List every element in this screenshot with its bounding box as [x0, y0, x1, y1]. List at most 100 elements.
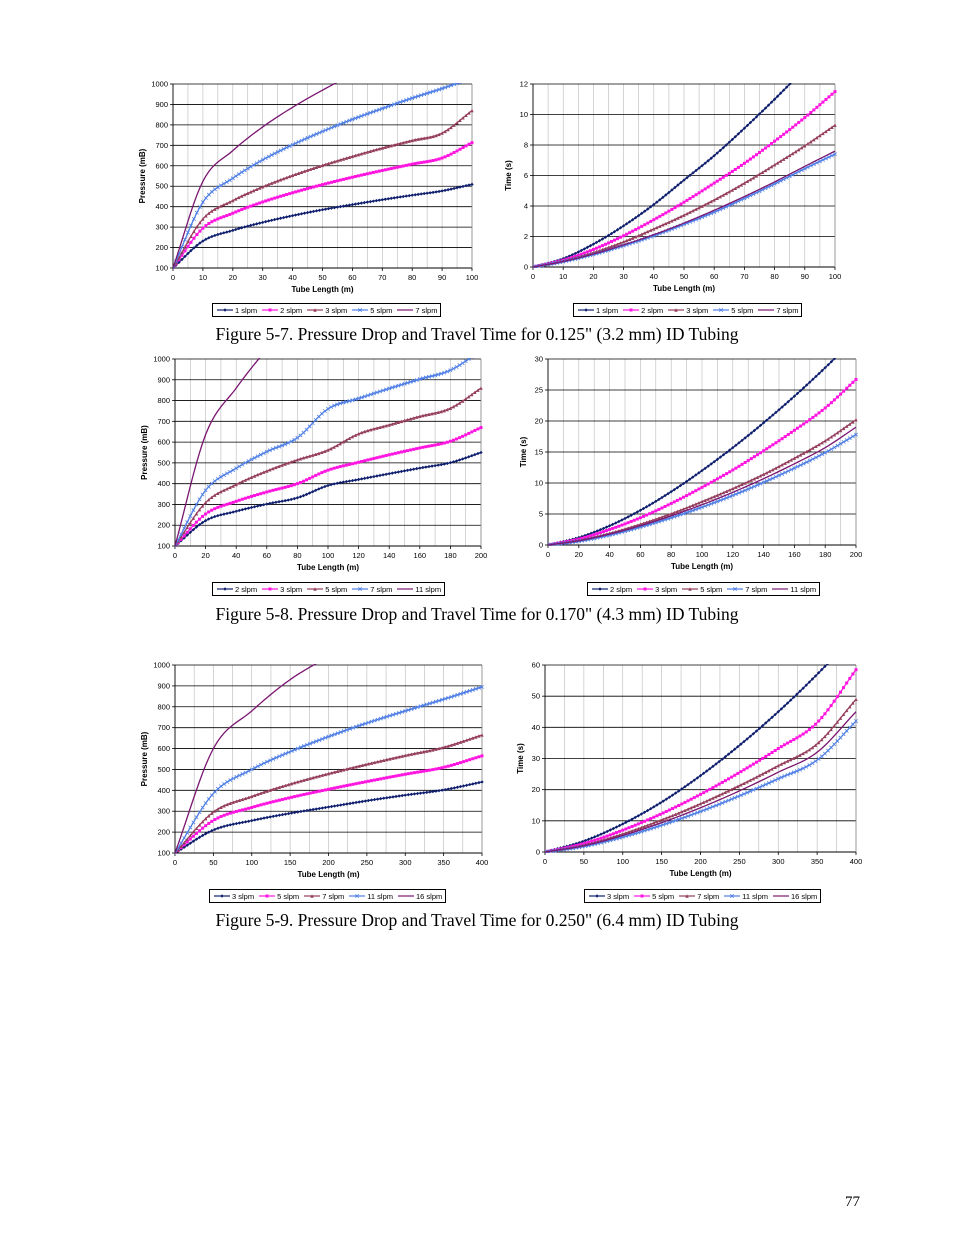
- data-point: [326, 126, 331, 131]
- data-point: [670, 813, 675, 818]
- data-point: [287, 174, 292, 179]
- data-point: [395, 101, 400, 106]
- data-point: [812, 58, 815, 61]
- data-point: [197, 507, 202, 512]
- data-point: [302, 211, 307, 215]
- data-point: [657, 507, 661, 511]
- data-point: [833, 123, 837, 127]
- data-point: [225, 802, 229, 807]
- data-point: [332, 804, 337, 808]
- data-point: [437, 87, 442, 92]
- data-point: [280, 784, 285, 789]
- data-point: [406, 772, 410, 776]
- data-point: [589, 531, 593, 536]
- legend-entry: 3 slpm: [213, 892, 254, 901]
- data-point: [691, 475, 695, 479]
- data-point: [664, 221, 668, 226]
- data-point: [767, 752, 771, 756]
- data-point: [764, 146, 768, 150]
- legend-label: 7 slpm: [415, 305, 438, 315]
- data-point: [323, 788, 327, 792]
- data-point: [773, 765, 777, 770]
- data-point: [335, 205, 340, 209]
- data-point: [249, 190, 253, 194]
- data-point: [191, 820, 196, 825]
- data-point: [326, 206, 331, 211]
- data-point: [830, 40, 833, 43]
- data-point: [804, 460, 809, 465]
- data-point: [637, 226, 641, 230]
- data-point: [813, 743, 818, 747]
- data-point: [699, 792, 702, 796]
- data-point: [383, 145, 387, 149]
- data-point: [296, 794, 300, 798]
- data-point: [691, 171, 695, 175]
- data-point: [792, 756, 796, 760]
- data-point: [730, 894, 735, 898]
- data-point: [347, 155, 352, 159]
- data-point: [851, 380, 855, 384]
- data-point: [854, 418, 858, 422]
- data-point: [786, 459, 790, 464]
- data-point: [252, 188, 256, 193]
- data-point: [215, 185, 220, 190]
- data-point: [718, 177, 722, 181]
- data-point: [182, 840, 186, 845]
- data-point: [365, 200, 370, 204]
- data-point: [378, 455, 382, 459]
- data-point: [183, 254, 187, 259]
- data-point: [626, 521, 630, 525]
- data-point: [357, 764, 361, 768]
- data-point: [401, 164, 405, 168]
- data-point: [700, 485, 704, 489]
- data-point: [598, 587, 602, 591]
- x-tick-label: 250: [361, 858, 374, 867]
- data-point: [289, 439, 294, 444]
- x-tick-label: 0: [173, 551, 177, 560]
- data-point: [838, 690, 842, 694]
- data-point: [731, 468, 735, 472]
- data-point: [606, 233, 611, 238]
- data-point: [341, 400, 346, 405]
- data-point: [369, 427, 373, 432]
- data-point: [688, 196, 692, 200]
- data-point: [727, 190, 731, 194]
- data-point: [443, 155, 447, 159]
- data-point: [283, 498, 287, 503]
- data-point: [832, 724, 836, 728]
- data-point: [667, 190, 671, 195]
- data-point: [204, 237, 208, 241]
- data-point: [452, 693, 457, 698]
- legend-label: 3 slpm: [280, 584, 303, 594]
- x-tick-label: 60: [636, 550, 644, 559]
- data-point: [215, 786, 220, 791]
- data-point: [630, 824, 634, 828]
- data-point: [305, 742, 309, 747]
- data-point: [313, 587, 317, 591]
- data-point: [641, 514, 645, 518]
- data-point: [342, 802, 346, 807]
- data-point: [850, 434, 855, 439]
- data-point: [189, 234, 193, 239]
- data-point: [360, 722, 365, 727]
- data-point: [723, 790, 728, 795]
- data-point: [452, 742, 457, 746]
- y-axis-label: Pressure (mB): [138, 148, 147, 203]
- data-point: [228, 212, 232, 216]
- data-point: [782, 704, 787, 708]
- data-point: [473, 686, 478, 691]
- data-point: [446, 127, 450, 132]
- data-point: [237, 464, 242, 469]
- legend-label: 3 slpm: [655, 584, 678, 594]
- data-point: [627, 826, 631, 830]
- data-point: [439, 462, 443, 467]
- data-point: [216, 491, 220, 495]
- data-point: [344, 479, 349, 484]
- data-point: [742, 161, 746, 165]
- data-point: [179, 535, 183, 539]
- data-point: [259, 803, 263, 807]
- data-point: [206, 498, 211, 502]
- data-point: [417, 377, 422, 382]
- data-point: [767, 144, 771, 148]
- data-point: [622, 234, 626, 238]
